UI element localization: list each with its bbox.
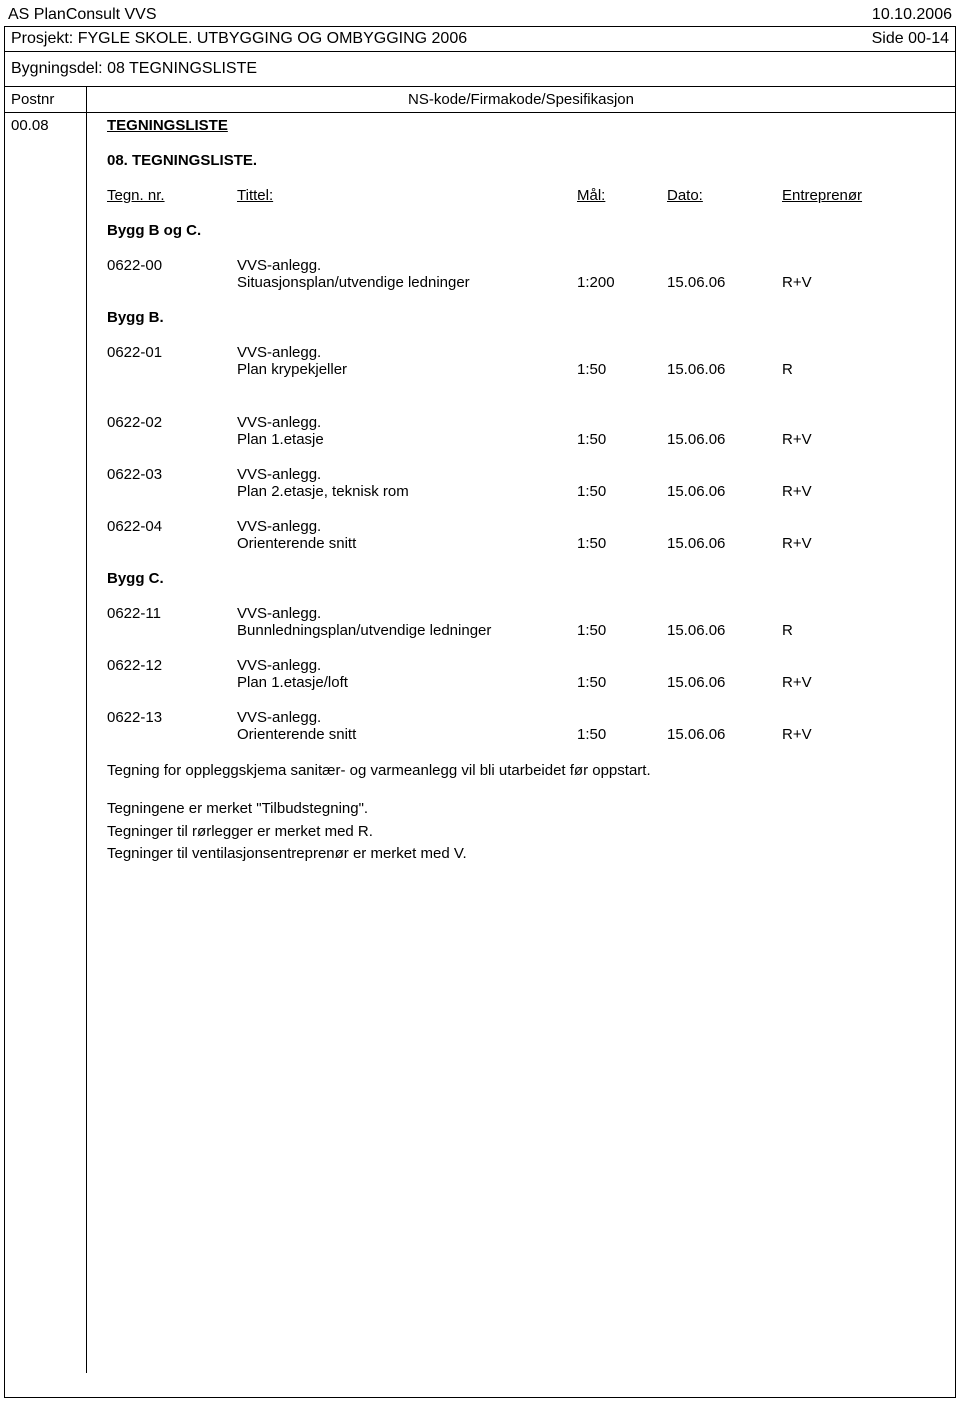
drawing-entry: 0622-12 VVS-anlegg. Plan 1.etasje/loft 1… [107,657,935,691]
drawing-date: 15.06.06 [667,726,782,743]
drawing-entry: 0622-04 VVS-anlegg. Orienterende snitt 1… [107,518,935,552]
drawing-entry: 0622-03 VVS-anlegg. Plan 2.etasje, tekni… [107,466,935,500]
drawing-desc1: VVS-anlegg. [237,257,935,274]
drawing-entry: 0622-11 VVS-anlegg. Bunnledningsplan/utv… [107,605,935,639]
drawing-scale: 1:50 [577,535,667,552]
note-text: Tegninger til ventilasjonsentreprenør er… [107,844,935,864]
drawing-desc2: Situasjonsplan/utvendige ledninger [237,274,577,291]
drawing-scale: 1:50 [577,361,667,378]
group-title: Bygg C. [107,570,935,587]
main-content: TEGNINGSLISTE 08. TEGNINGSLISTE. Tegn. n… [87,113,955,1373]
drawing-contractor: R+V [782,535,935,552]
drawing-code: 0622-02 [107,414,237,431]
postnr-column: 00.08 [5,113,87,1373]
drawing-scale: 1:50 [577,483,667,500]
drawing-date: 15.06.06 [667,535,782,552]
drawing-desc2: Orienterende snitt [237,535,577,552]
project-title: Prosjekt: FYGLE SKOLE. UTBYGGING OG OMBY… [11,30,467,48]
title-row: Tegn. nr. Tittel: Mål: Dato: Entreprenør [107,187,935,204]
drawing-date: 15.06.06 [667,622,782,639]
drawing-scale: 1:50 [577,622,667,639]
drawing-desc2: Plan krypekjeller [237,361,577,378]
company-name: AS PlanConsult VVS [8,6,157,24]
content-row: 00.08 TEGNINGSLISTE 08. TEGNINGSLISTE. T… [5,113,955,1373]
postnr-value: 00.08 [11,117,49,134]
drawing-desc1: VVS-anlegg. [237,709,935,726]
drawing-entry: 0622-00 VVS-anlegg. Situasjonsplan/utven… [107,257,935,291]
header-top: AS PlanConsult VVS 10.10.2006 [0,0,960,26]
drawing-desc1: VVS-anlegg. [237,657,935,674]
group-title: Bygg B og C. [107,222,935,239]
drawing-contractor: R+V [782,483,935,500]
drawing-code: 0622-03 [107,466,237,483]
drawing-desc1: VVS-anlegg. [237,605,935,622]
section-title: TEGNINGSLISTE [107,117,935,134]
drawing-code: 0622-00 [107,257,237,274]
drawing-code: 0622-04 [107,518,237,535]
drawing-entry: 0622-02 VVS-anlegg. Plan 1.etasje 1:50 1… [107,414,935,448]
subsection-title: 08. TEGNINGSLISTE. [107,152,935,169]
drawing-scale: 1:50 [577,726,667,743]
page-number: Side 00-14 [872,30,949,48]
drawing-date: 15.06.06 [667,431,782,448]
drawing-desc2: Orienterende snitt [237,726,577,743]
drawing-date: 15.06.06 [667,274,782,291]
note-text: Tegningene er merket "Tilbudstegning". [107,799,935,819]
drawing-date: 15.06.06 [667,483,782,500]
drawing-scale: 1:200 [577,274,667,291]
drawing-desc1: VVS-anlegg. [237,414,935,431]
drawing-contractor: R [782,361,935,378]
document-box: Prosjekt: FYGLE SKOLE. UTBYGGING OG OMBY… [4,26,956,1398]
drawing-desc2: Plan 2.etasje, teknisk rom [237,483,577,500]
header-date: 10.10.2006 [872,6,952,24]
drawing-entry: 0622-01 VVS-anlegg. Plan krypekjeller 1:… [107,344,935,378]
col-header-tittel: Tittel: [237,187,577,204]
drawing-code: 0622-11 [107,605,237,622]
drawing-contractor: R+V [782,431,935,448]
drawing-code: 0622-13 [107,709,237,726]
drawing-entry: 0622-13 VVS-anlegg. Orienterende snitt 1… [107,709,935,743]
project-row: Prosjekt: FYGLE SKOLE. UTBYGGING OG OMBY… [5,27,955,52]
drawing-scale: 1:50 [577,674,667,691]
column-header-row: Postnr NS-kode/Firmakode/Spesifikasjon [5,86,955,113]
drawing-desc1: VVS-anlegg. [237,344,935,361]
drawing-contractor: R+V [782,726,935,743]
drawing-code: 0622-12 [107,657,237,674]
drawing-contractor: R+V [782,674,935,691]
col-header-mal: Mål: [577,187,667,204]
drawing-contractor: R+V [782,274,935,291]
col-header-tegn: Tegn. nr. [107,187,237,204]
drawing-contractor: R [782,622,935,639]
drawing-code: 0622-01 [107,344,237,361]
col-header-dato: Dato: [667,187,782,204]
spec-header: NS-kode/Firmakode/Spesifikasjon [87,87,955,112]
postnr-header: Postnr [5,87,87,112]
building-part: Bygningsdel: 08 TEGNINGSLISTE [5,52,955,86]
drawing-desc1: VVS-anlegg. [237,466,935,483]
group-title: Bygg B. [107,309,935,326]
drawing-desc2: Plan 1.etasje [237,431,577,448]
drawing-desc1: VVS-anlegg. [237,518,935,535]
note-text: Tegning for oppleggskjema sanitær- og va… [107,761,935,781]
note-text: Tegninger til rørlegger er merket med R. [107,822,935,842]
col-header-entreprenor: Entreprenør [782,187,935,204]
drawing-date: 15.06.06 [667,674,782,691]
drawing-scale: 1:50 [577,431,667,448]
drawing-desc2: Bunnledningsplan/utvendige ledninger [237,622,577,639]
drawing-date: 15.06.06 [667,361,782,378]
drawing-desc2: Plan 1.etasje/loft [237,674,577,691]
